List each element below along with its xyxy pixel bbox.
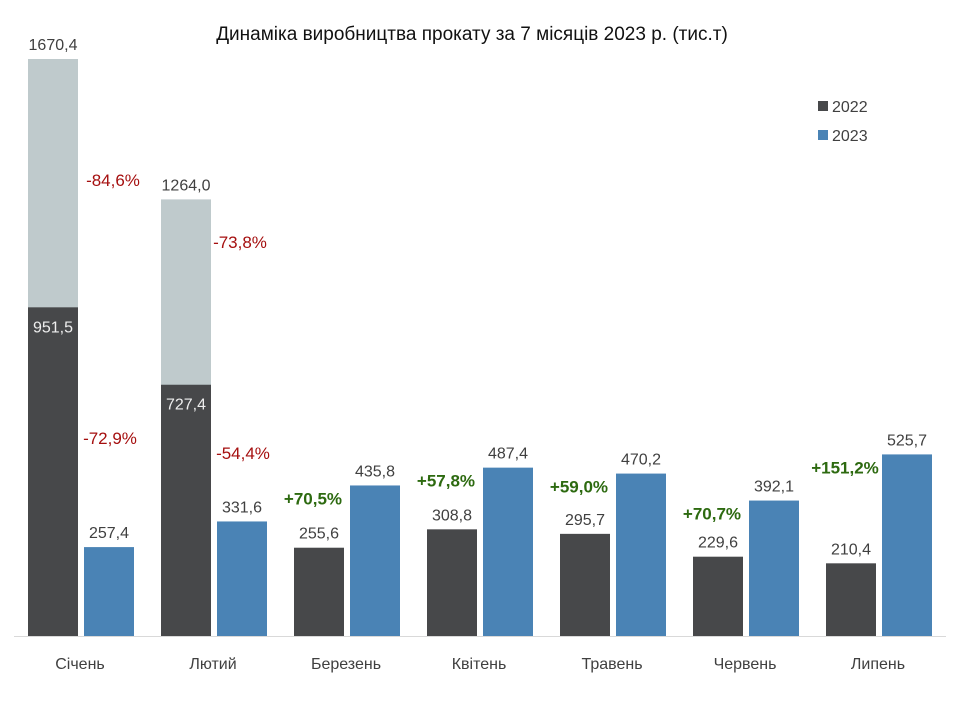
- chart-title: Динаміка виробництва прокату за 7 місяці…: [216, 24, 728, 45]
- data-label-2022: 295,7: [565, 512, 605, 529]
- bar-2022: [826, 563, 876, 636]
- bar-2023: [616, 473, 666, 636]
- data-label-2023: 470,2: [621, 452, 661, 469]
- change-label: -72,9%: [83, 429, 137, 448]
- bar-2022: [294, 547, 344, 636]
- x-tick-label: Травень: [581, 656, 642, 673]
- x-tick-label: Березень: [311, 656, 381, 673]
- change-label-grey: -84,6%: [86, 171, 140, 190]
- data-label-grey: 1264,0: [162, 177, 211, 194]
- x-tick-label: Квітень: [452, 656, 507, 673]
- bar-2022: [161, 384, 211, 636]
- data-label-2022: 210,4: [831, 541, 871, 558]
- change-label: +151,2%: [811, 458, 879, 477]
- data-label-2022: 229,6: [698, 535, 738, 552]
- data-label-2023: 487,4: [488, 446, 528, 463]
- legend: 2022 2023: [818, 99, 868, 145]
- legend-label-2023: 2023: [832, 128, 868, 145]
- change-label-grey: -73,8%: [213, 233, 267, 252]
- bar-2023: [749, 500, 799, 636]
- x-tick-label: Січень: [55, 656, 105, 673]
- data-label-2023: 392,1: [754, 479, 794, 496]
- legend-swatch-2022: [818, 101, 828, 111]
- x-tick-label: Липень: [851, 656, 905, 673]
- bar-2023: [882, 454, 932, 636]
- data-label-2022: 308,8: [432, 507, 472, 524]
- data-label-2022: 255,6: [299, 526, 339, 543]
- bar-2023: [350, 485, 400, 636]
- change-label: +59,0%: [550, 478, 608, 497]
- bar-2023: [217, 521, 267, 636]
- data-label-2023: 525,7: [887, 432, 927, 449]
- data-label-2023: 257,4: [89, 525, 129, 542]
- x-tick-label: Лютий: [189, 656, 236, 673]
- bar-2023: [84, 547, 134, 636]
- bar-2022: [427, 529, 477, 636]
- data-label-2023: 331,6: [222, 499, 262, 516]
- data-label-2022: 727,4: [166, 397, 206, 414]
- change-label: -54,4%: [216, 444, 270, 463]
- bar-2022: [28, 307, 78, 636]
- change-label: +70,7%: [683, 505, 741, 524]
- bar-2022: [560, 533, 610, 636]
- x-tick-label: Червень: [714, 656, 777, 673]
- change-label: +70,5%: [284, 489, 342, 508]
- bar-2023: [483, 467, 533, 636]
- change-label: +57,8%: [417, 472, 475, 491]
- legend-swatch-2023: [818, 130, 828, 140]
- legend-label-2022: 2022: [832, 99, 868, 116]
- bar-2022: [693, 556, 743, 636]
- data-label-2023: 435,8: [355, 463, 395, 480]
- data-label-2022: 951,5: [33, 319, 73, 336]
- data-label-grey: 1670,4: [29, 37, 78, 54]
